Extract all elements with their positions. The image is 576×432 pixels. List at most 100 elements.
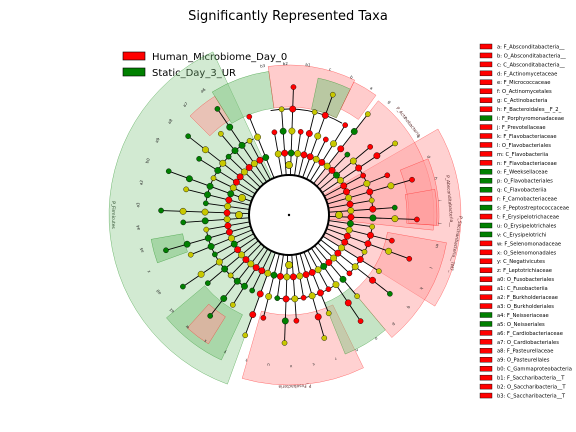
taxon-node: [345, 194, 352, 202]
clade-letter: n: [354, 348, 359, 354]
taxon-node: [312, 155, 320, 163]
key-entry: n: F_Flavobacteriaceae: [497, 161, 557, 167]
clade-letter: d: [426, 155, 432, 160]
taxon-node: [414, 216, 420, 223]
taxon-node: [349, 157, 357, 165]
key-swatch: [479, 97, 493, 103]
taxon-node: [330, 140, 337, 148]
key-entry: a3: O_Burkholderiales: [497, 304, 554, 310]
key-entry: j: F_Prevotellaceae: [496, 125, 546, 131]
taxon-node: [183, 240, 191, 248]
key-entry: z: F_Leptotrichiaceae: [497, 268, 552, 274]
key-swatch: [479, 151, 493, 157]
taxon-node: [384, 172, 391, 179]
key-entry: h: F_Bacteroidales__F_2_: [497, 107, 562, 113]
key-entry: t: F_Erysipelotrichaceae: [497, 214, 559, 220]
taxon-node: [197, 270, 205, 278]
taxon-node: [325, 310, 332, 317]
clade-letter: b0: [144, 157, 151, 164]
cladogram-tree: [161, 87, 417, 343]
taxon-node: [180, 219, 187, 226]
clade-letter: a: [369, 85, 374, 91]
taxon-node: [230, 302, 236, 308]
clade-shading: [108, 51, 462, 386]
tree-arc: [270, 108, 343, 124]
taxon-node: [287, 149, 295, 157]
key-entry: y: C_Negativicutes: [497, 259, 545, 265]
key-entry: e: F_Micrococcaceae: [497, 80, 550, 86]
key-swatch: [479, 240, 493, 247]
key-swatch: [479, 339, 493, 345]
phylum-node: [235, 211, 243, 219]
taxon-node: [260, 315, 267, 321]
taxon-node: [328, 167, 336, 174]
taxon-node: [368, 197, 375, 204]
key-swatch: [479, 142, 493, 148]
clade-letter: b3: [260, 63, 266, 69]
taxon-node: [228, 234, 235, 242]
key-entry: s: F_Peptostreptococcaceae: [497, 206, 569, 212]
taxon-node: [387, 291, 393, 297]
taxon-node: [233, 178, 240, 186]
taxon-node: [346, 270, 353, 277]
taxon-node: [254, 133, 261, 141]
taxon-node: [391, 204, 398, 211]
taxon-node: [258, 267, 266, 275]
key-swatch: [479, 186, 493, 193]
taxon-node: [392, 140, 398, 147]
taxon-node: [201, 217, 209, 225]
taxon-node: [262, 154, 270, 161]
clade-letter: a6: [199, 87, 206, 94]
clade-letter: q: [406, 305, 412, 310]
taxon-node: [334, 249, 342, 257]
taxon-node: [180, 283, 186, 290]
taxon-node: [224, 222, 232, 230]
taxon-node: [236, 173, 244, 181]
tree-branch: [322, 235, 380, 272]
key-swatch: [479, 222, 493, 229]
taxon-node: [296, 272, 304, 280]
taxon-node: [230, 240, 238, 248]
key-entry: a1: C_Fusobacteriia: [497, 286, 548, 292]
cladogram-nodes: b3 b2 b1 c b a g f e d h i j m l k q p o n r s v u t y x w a1 a0 z a5 a4…: [135, 61, 443, 369]
taxon-node: [158, 207, 164, 214]
taxon-node: [204, 280, 211, 286]
clade-letter: a8: [166, 117, 173, 124]
key-swatch: [479, 348, 493, 354]
key-entry: m: C_Flavobacteriia: [497, 152, 548, 158]
sector-neisseriales: [324, 287, 386, 355]
taxon-node: [332, 281, 340, 289]
key-swatch: [479, 392, 493, 399]
taxon-node: [227, 272, 234, 279]
taxon-node: [288, 127, 296, 135]
taxon-node: [206, 182, 214, 190]
taxon-node: [241, 168, 248, 176]
clade-letter: x: [202, 338, 207, 344]
key-entry: b: O_Absconditabacteria__: [497, 53, 566, 59]
taxon-node: [325, 259, 333, 266]
sector-absconditabacteria: [404, 189, 438, 226]
taxon-node: [212, 251, 218, 258]
key-entry: k: F_Flavobacteriaceae: [497, 134, 557, 140]
sector-proteobacteria: [352, 232, 447, 338]
key-entry: b1: F_Saccharibacteria__T: [497, 376, 565, 382]
clade-letter: c: [329, 67, 332, 72]
taxon-node: [218, 130, 224, 137]
key-swatch: [479, 231, 493, 238]
clade-letter: k: [418, 286, 424, 291]
taxon-node: [325, 286, 332, 292]
taxon-node: [249, 287, 255, 294]
taxon-node: [252, 264, 260, 271]
clade-letter: a0: [155, 288, 162, 295]
key-swatch: [479, 303, 493, 309]
taxon-node: [337, 176, 344, 184]
taxon-node: [306, 153, 314, 161]
key-swatch: [479, 285, 493, 291]
key-swatch: [479, 330, 493, 336]
taxon-node: [314, 313, 322, 321]
taxon-node: [289, 273, 297, 281]
key-entry: q: C_Flavobacteriia: [497, 188, 547, 194]
key-swatch: [479, 213, 493, 220]
key-entry: f: O_Actinomycetales: [497, 89, 552, 95]
taxon-node: [347, 207, 355, 215]
